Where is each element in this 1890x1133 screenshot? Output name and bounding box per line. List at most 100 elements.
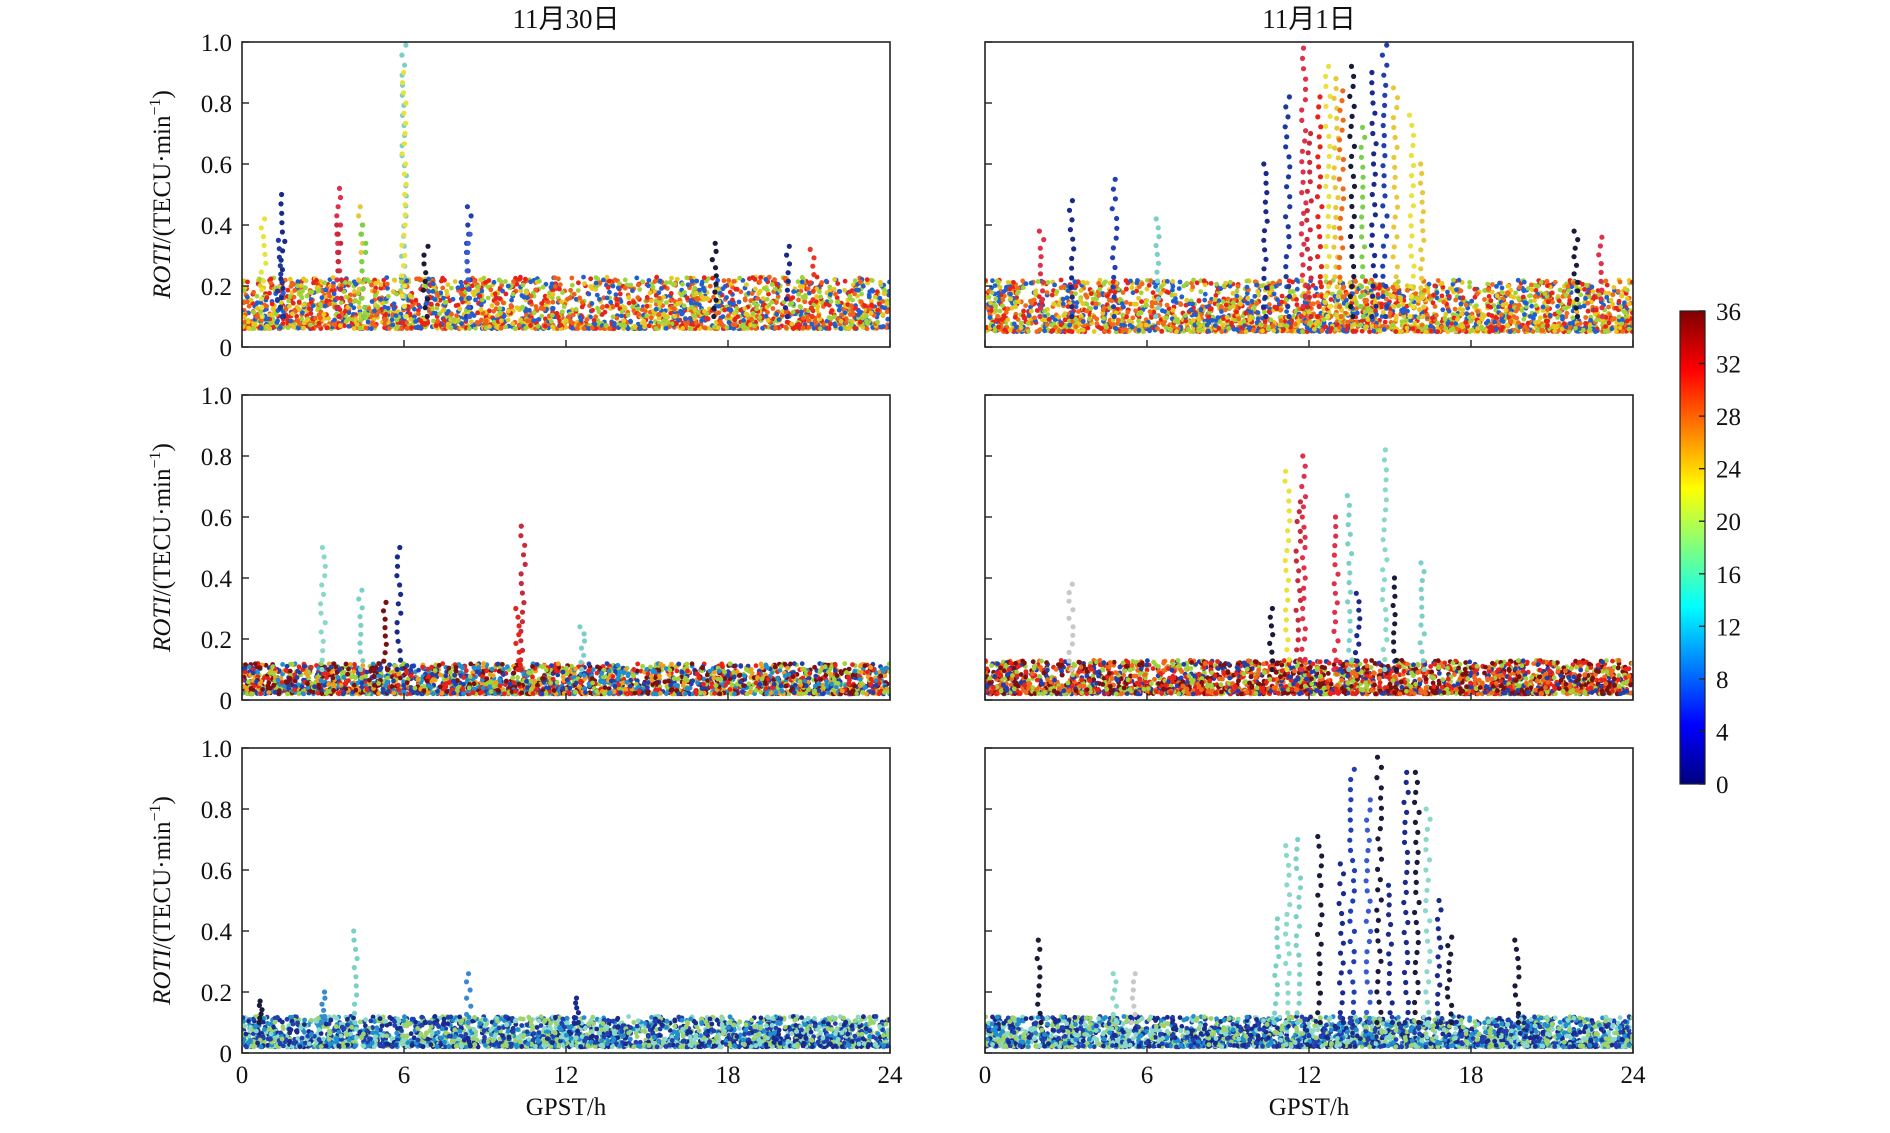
data-point (394, 325, 400, 330)
spike-point (357, 204, 363, 210)
spike-point (401, 171, 407, 177)
data-point (314, 278, 319, 283)
data-point (1538, 328, 1544, 333)
spike-point (337, 194, 344, 201)
data-point (1451, 277, 1456, 283)
data-point (511, 279, 516, 284)
data-point (1028, 308, 1034, 314)
data-point (1430, 315, 1435, 321)
data-point (800, 284, 805, 289)
data-point (246, 303, 252, 309)
data-point (1504, 322, 1510, 328)
spike-point (258, 269, 264, 275)
data-point (1384, 296, 1389, 302)
data-point (1144, 286, 1150, 292)
data-point (1377, 318, 1382, 323)
data-point (501, 313, 507, 319)
data-point (1521, 288, 1527, 294)
spike-point (358, 231, 365, 237)
spike-point (279, 191, 285, 198)
data-point (1379, 301, 1384, 307)
data-point (1107, 305, 1112, 311)
data-point (324, 325, 330, 331)
spike-point (258, 296, 265, 302)
spike-point (713, 273, 719, 279)
data-point (343, 280, 348, 285)
data-point (783, 325, 789, 331)
data-point (299, 316, 304, 322)
spike-point (360, 286, 366, 292)
data-point (503, 279, 508, 284)
data-point (1265, 326, 1271, 332)
data-point (437, 311, 442, 317)
data-point (375, 304, 381, 310)
data-point (432, 297, 438, 302)
data-point (758, 275, 763, 280)
spike-point (712, 265, 719, 271)
data-point (858, 319, 863, 325)
data-point (687, 326, 693, 332)
data-point (1115, 306, 1120, 312)
data-point (799, 275, 805, 280)
data-point (385, 294, 391, 299)
spike-point (464, 204, 470, 210)
data-point (996, 290, 1001, 296)
data-point (696, 310, 702, 315)
data-point (1538, 280, 1544, 285)
data-point (885, 316, 890, 322)
data-point (782, 275, 788, 281)
spike-point (402, 161, 409, 167)
data-point (1161, 287, 1166, 293)
data-point (615, 285, 621, 291)
spike-point (402, 202, 408, 208)
spike-point (465, 240, 471, 246)
data-point (291, 294, 297, 300)
data-point (684, 295, 690, 301)
spike-point (810, 263, 816, 269)
data-point (372, 293, 378, 298)
data-point (1519, 308, 1525, 313)
data-point (430, 281, 436, 287)
spike-point (402, 212, 408, 218)
data-point (1528, 298, 1533, 304)
data-point (664, 300, 669, 305)
data-point (301, 302, 306, 308)
data-point (1392, 287, 1397, 292)
data-point (675, 301, 681, 306)
data-point (1543, 318, 1549, 324)
data-point (499, 282, 505, 288)
data-point (1363, 299, 1368, 305)
data-point (331, 322, 337, 327)
data-point (437, 322, 443, 328)
data-point (869, 298, 874, 304)
data-point (255, 305, 260, 311)
data-point (1525, 286, 1531, 291)
data-point (1307, 320, 1312, 326)
data-point (626, 295, 632, 301)
data-point (459, 283, 465, 289)
data-point (1521, 279, 1527, 285)
data-point (617, 291, 623, 297)
data-point (1581, 303, 1587, 309)
data-point (880, 324, 886, 329)
data-point (493, 306, 499, 312)
data-point (570, 312, 576, 318)
data-point (1315, 300, 1321, 306)
data-point (701, 297, 707, 302)
data-point (1234, 288, 1240, 294)
data-point (757, 315, 763, 320)
data-point (1418, 290, 1424, 296)
data-point (1093, 301, 1099, 307)
data-point (1364, 324, 1369, 330)
data-point (500, 288, 505, 294)
plot-area (985, 42, 1633, 335)
data-point (827, 284, 833, 290)
data-point (591, 318, 597, 323)
data-point (378, 297, 384, 302)
data-point (1202, 291, 1208, 297)
data-point (1550, 299, 1555, 305)
data-point (569, 320, 575, 325)
data-point (1170, 284, 1176, 289)
data-point (524, 290, 530, 296)
data-point (610, 283, 616, 289)
